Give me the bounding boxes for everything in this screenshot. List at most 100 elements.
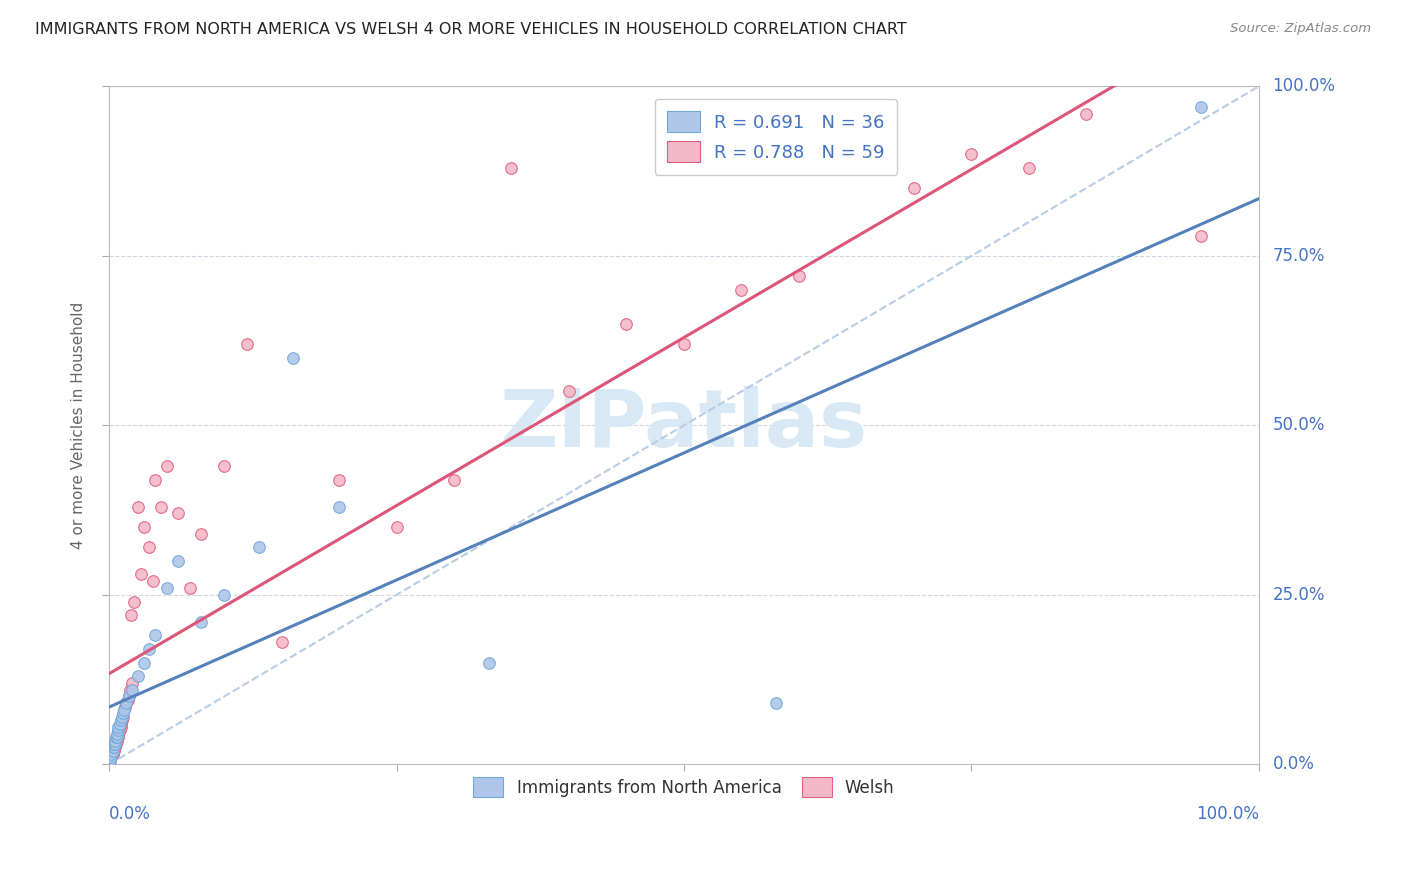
Point [103, 740, 125, 755]
Point [501, 161, 523, 175]
Point [121, 676, 143, 690]
Point [101, 740, 124, 755]
Point [108, 720, 131, 734]
Point [149, 500, 172, 514]
Point [132, 520, 155, 534]
Point [127, 669, 149, 683]
Point [121, 682, 143, 697]
Point [108, 723, 131, 738]
Point [115, 696, 138, 710]
Point [787, 269, 810, 284]
Y-axis label: 4 or more Vehicles in Household: 4 or more Vehicles in Household [72, 301, 86, 549]
Point [112, 703, 135, 717]
Point [1189, 228, 1212, 243]
Point [105, 730, 128, 744]
Point [118, 690, 141, 704]
Point [104, 737, 127, 751]
Point [101, 747, 124, 761]
Point [110, 720, 132, 734]
Point [167, 554, 190, 568]
Point [385, 520, 408, 534]
Text: 100.0%: 100.0% [1272, 78, 1336, 95]
Text: 50.0%: 50.0% [1272, 417, 1324, 434]
Point [156, 581, 179, 595]
Point [111, 710, 134, 724]
Point [212, 588, 235, 602]
Point [104, 737, 127, 751]
Point [328, 473, 350, 487]
Point [616, 317, 638, 331]
Point [115, 696, 138, 710]
Point [247, 541, 270, 555]
Point [98, 754, 121, 768]
Point [111, 713, 134, 727]
Point [104, 733, 127, 747]
Point [105, 733, 128, 747]
Text: 0.0%: 0.0% [1272, 756, 1315, 773]
Point [281, 351, 304, 365]
Point [103, 740, 125, 755]
Text: Source: ZipAtlas.com: Source: ZipAtlas.com [1230, 22, 1371, 36]
Point [120, 608, 142, 623]
Point [132, 656, 155, 670]
Point [100, 750, 122, 764]
Point [114, 699, 136, 714]
Point [960, 147, 983, 161]
Point [112, 703, 135, 717]
Point [156, 458, 179, 473]
Point [107, 720, 129, 734]
Point [118, 682, 141, 697]
Point [142, 574, 165, 589]
Point [672, 337, 695, 351]
Point [190, 615, 212, 629]
Point [127, 500, 149, 514]
Point [179, 581, 201, 595]
Legend: Immigrants from North America, Welsh: Immigrants from North America, Welsh [467, 771, 901, 804]
Point [98, 754, 121, 768]
Point [443, 473, 465, 487]
Point [105, 730, 128, 744]
Point [107, 723, 129, 738]
Point [131, 567, 153, 582]
Point [104, 740, 127, 755]
Point [107, 727, 129, 741]
Point [111, 706, 134, 721]
Point [138, 541, 160, 555]
Point [101, 744, 124, 758]
Point [765, 696, 787, 710]
Point [105, 727, 128, 741]
Point [167, 507, 190, 521]
Point [477, 656, 499, 670]
Point [101, 744, 124, 758]
Text: 25.0%: 25.0% [1272, 586, 1324, 604]
Point [118, 690, 141, 704]
Text: 100.0%: 100.0% [1195, 805, 1258, 823]
Point [190, 526, 212, 541]
Point [1018, 161, 1040, 175]
Point [143, 628, 166, 642]
Text: 75.0%: 75.0% [1272, 247, 1324, 265]
Point [100, 747, 122, 761]
Point [100, 750, 122, 764]
Point [558, 384, 581, 399]
Point [103, 744, 125, 758]
Point [117, 693, 139, 707]
Point [105, 733, 128, 747]
Point [107, 730, 129, 744]
Point [1189, 100, 1212, 114]
Text: ZIPatlas: ZIPatlas [499, 386, 868, 465]
Point [143, 473, 166, 487]
Point [124, 594, 146, 608]
Point [236, 337, 259, 351]
Point [105, 730, 128, 744]
Point [98, 750, 121, 764]
Point [105, 737, 128, 751]
Point [903, 181, 925, 195]
Point [730, 283, 752, 297]
Point [110, 716, 132, 731]
Point [1076, 106, 1098, 120]
Point [110, 713, 132, 727]
Point [328, 500, 350, 514]
Point [103, 737, 125, 751]
Point [212, 458, 235, 473]
